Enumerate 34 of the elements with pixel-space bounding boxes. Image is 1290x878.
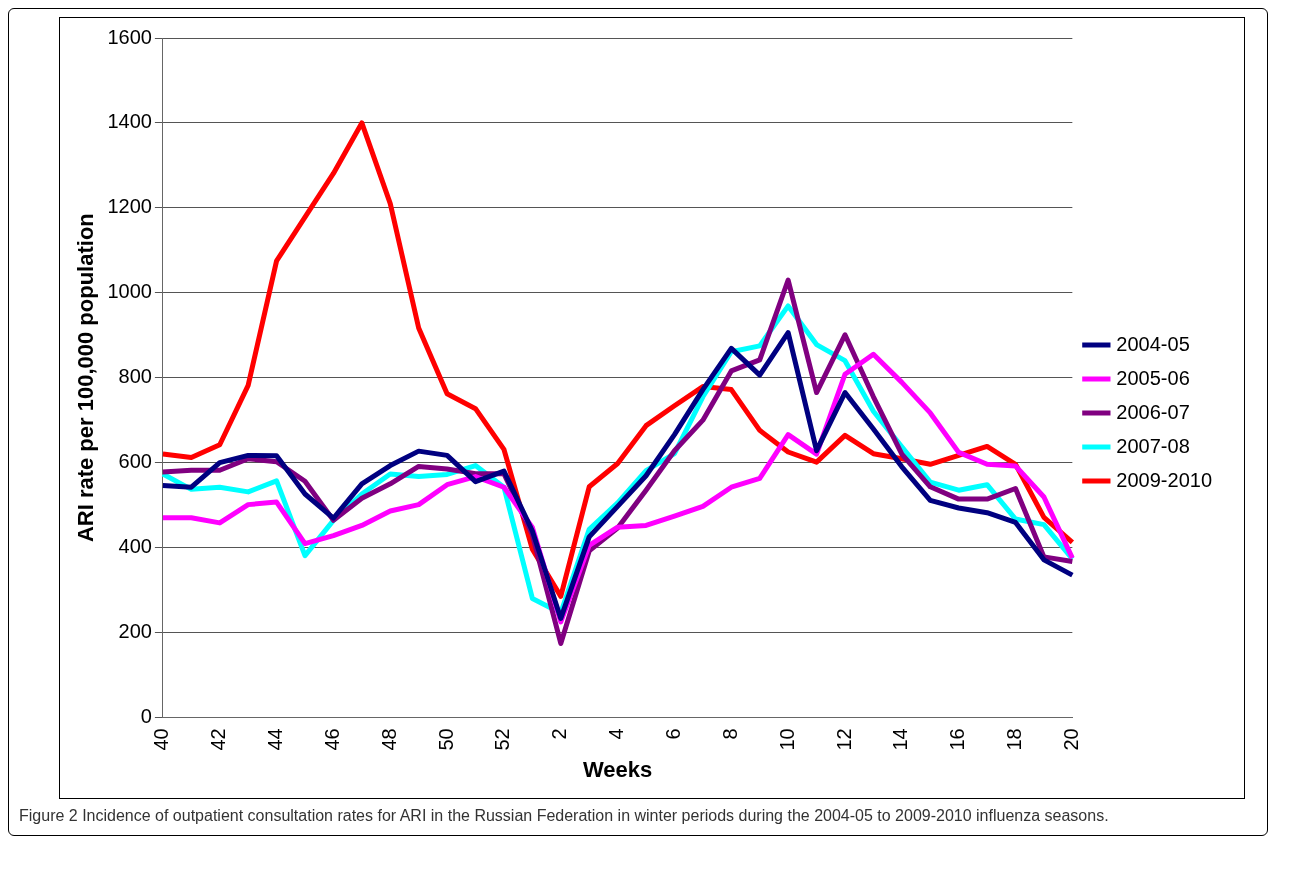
legend-label: 2006-07: [1116, 400, 1190, 423]
y-tick-label: 1600: [107, 25, 152, 48]
x-tick-label: 6: [661, 728, 684, 740]
caption: Figure 2 Incidence of outpatient consultation rates for ARI in the Russian Federation in winter periods during the 2004-05 to 2009-2010 influenza seasons.: [19, 806, 1110, 826]
y-tick-label: 800: [118, 365, 152, 388]
y-tick-label: 1000: [107, 280, 152, 303]
x-tick-label: 52: [491, 728, 514, 751]
x-tick-label: 50: [434, 728, 457, 751]
x-tick-label: 40: [150, 728, 173, 751]
x-tick-label: 12: [832, 728, 855, 751]
y-tick-label: 1200: [107, 195, 152, 218]
x-tick-label: 48: [377, 728, 400, 751]
x-tick-label: 20: [1059, 728, 1082, 751]
y-tick-label: 400: [118, 535, 152, 558]
x-tick-label: 42: [207, 728, 230, 751]
legend-label: 2007-08: [1116, 434, 1190, 457]
x-tick-label: 18: [1003, 728, 1026, 751]
legend-label: 2005-06: [1116, 366, 1190, 389]
x-tick-label: 2: [548, 728, 571, 740]
legend-label: 2009-2010: [1116, 468, 1213, 491]
x-tick-label: 10: [775, 728, 798, 751]
x-axis-title: Weeks: [582, 756, 653, 782]
x-tick-label: 4: [605, 728, 628, 740]
y-axis-title: ARI rate per 100,000 population: [73, 213, 99, 543]
y-tick-label: 200: [118, 619, 152, 642]
x-tick-label: 44: [264, 728, 287, 751]
x-tick-label: 14: [889, 728, 912, 751]
y-tick-label: 0: [140, 704, 152, 727]
x-tick-label: 16: [946, 728, 969, 751]
x-tick-label: 46: [320, 728, 343, 751]
x-tick-label: 8: [718, 728, 741, 740]
y-tick-label: 600: [118, 450, 152, 473]
legend-label: 2004-05: [1116, 332, 1190, 355]
y-tick-label: 1400: [107, 110, 152, 133]
